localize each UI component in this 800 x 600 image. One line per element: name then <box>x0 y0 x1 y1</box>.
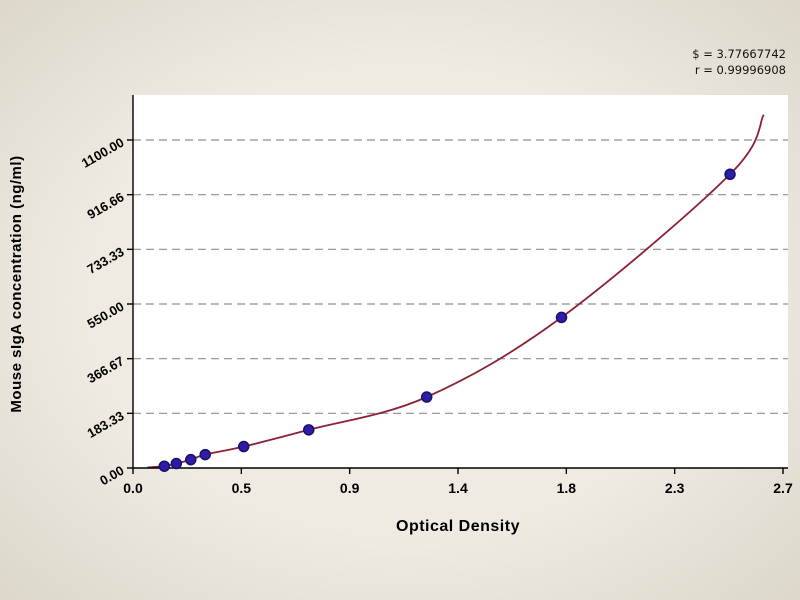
data-point <box>555 311 568 324</box>
x-tick-label: 1.4 <box>448 480 468 496</box>
plot-background <box>133 95 788 468</box>
y-tick-label: 183.33 <box>85 408 127 441</box>
data-points <box>158 168 736 472</box>
y-tick-label: 733.33 <box>85 244 127 277</box>
data-point <box>199 448 211 461</box>
y-axis-ticks: 0.00 183.33 366.67 550.00 733.33 916.66 1100.0… <box>79 135 133 489</box>
x-tick-label: 2.3 <box>665 480 685 496</box>
data-point <box>170 457 183 470</box>
y-axis-title: Mouse sIgA concentration (ng/ml) <box>8 155 25 413</box>
x-tick-label: 1.8 <box>557 480 577 496</box>
x-tick-label: 0.5 <box>232 480 252 496</box>
x-tick-label: 2.7 <box>773 480 793 496</box>
s-value-label: $ = 3.77667742 <box>692 47 786 61</box>
data-point <box>420 391 433 403</box>
y-tick-label: 916.66 <box>85 189 127 222</box>
data-point <box>237 440 250 453</box>
y-tick-label: 0.00 <box>97 463 126 489</box>
data-point <box>158 460 171 472</box>
x-axis-ticks: 0.0 0.5 0.9 1.4 1.8 2.3 2.7 <box>123 468 793 496</box>
fit-statistics: $ = 3.77667742 r = 0.99996908 <box>692 46 786 78</box>
r-value-label: r = 0.99996908 <box>694 63 786 77</box>
axes <box>132 95 788 469</box>
x-tick-label: 0.0 <box>123 480 143 496</box>
gridlines <box>133 139 788 414</box>
y-tick-label: 550.00 <box>85 299 127 332</box>
data-point <box>724 168 736 181</box>
y-tick-label: 1100.00 <box>79 135 127 171</box>
y-tick-label: 366.67 <box>85 353 127 386</box>
x-axis-title: Optical Density <box>396 518 520 535</box>
data-point <box>302 424 315 436</box>
data-point <box>185 453 197 466</box>
x-tick-label: 0.9 <box>340 480 360 496</box>
